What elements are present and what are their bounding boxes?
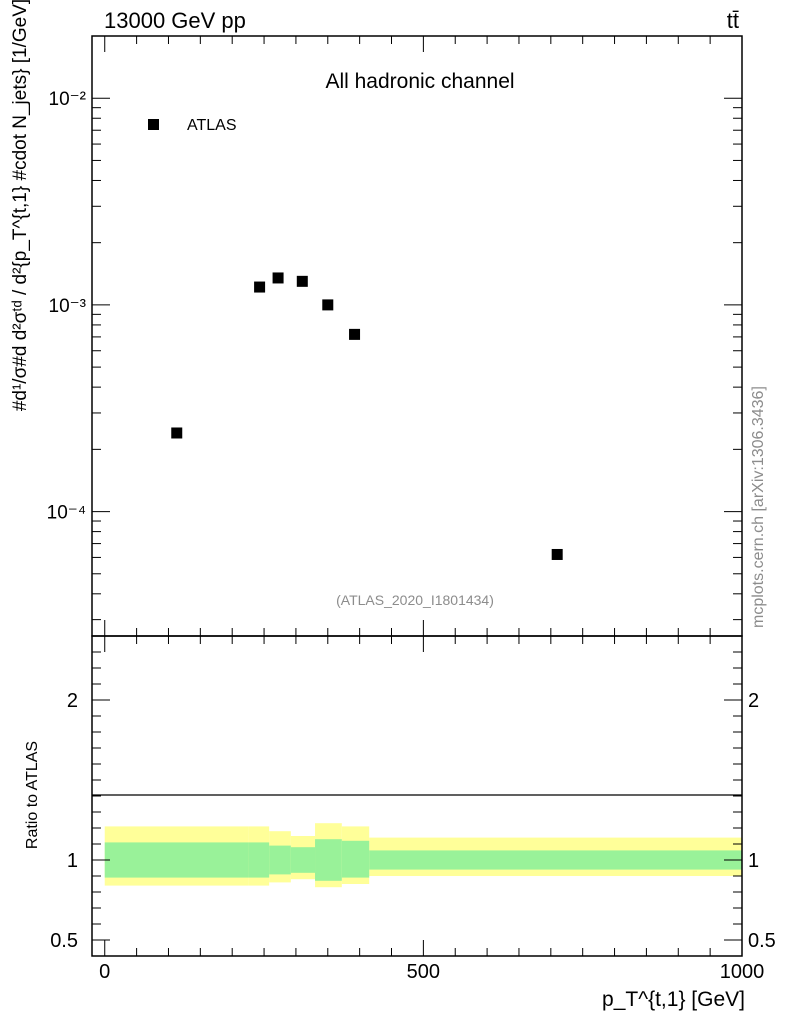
inner-uncertainty-band (248, 842, 270, 878)
y-tick-label: 10⁻⁴ (47, 503, 86, 524)
side-label: mcplots.cern.ch [arXiv:1306.3436] (750, 386, 767, 628)
ratio-plot-frame (91, 635, 743, 957)
inner-uncertainty-band (269, 845, 291, 875)
inner-uncertainty-band (341, 840, 370, 878)
inner-uncertainty-band (369, 850, 742, 870)
ratio-y-tick-label-right: 1 (748, 850, 759, 872)
legend: ATLAS (148, 117, 237, 134)
data-point (322, 299, 334, 311)
inner-uncertainty-band (290, 847, 316, 873)
data-point (254, 281, 266, 293)
data-points (171, 272, 563, 560)
main-panel: 10⁻⁴ 10⁻³ 10⁻² All hadronic channel (ATLAS… (10, 0, 743, 637)
y-tick-label: 10⁻² (49, 89, 87, 110)
ratio-y-tick-label-right: 0.5 (748, 930, 776, 952)
ratio-y-tick-label: 0.5 (50, 930, 78, 952)
data-point (171, 427, 183, 439)
ratio-y-tick-labels: 0.5 0.5 1 1 2 2 (50, 690, 776, 952)
ratio-bands (104, 823, 742, 888)
analysis-watermark: (ATLAS_2020_I1801434) (336, 592, 494, 608)
x-tick-label: 500 (407, 961, 440, 983)
data-point (272, 272, 284, 284)
main-y-axis-label: #d¹/σ#d d²σᵗᵈ / d²{p_T^{t,1} #cdot N_jet… (10, 0, 31, 411)
main-y-tick-labels: 10⁻⁴ 10⁻³ 10⁻² (47, 89, 86, 523)
x-tick-label: 1000 (720, 961, 765, 983)
ratio-y-tick-label: 1 (67, 850, 78, 872)
ratio-y-axis-label: Ratio to ATLAS (24, 741, 41, 849)
data-point (551, 548, 563, 560)
legend-label: ATLAS (187, 117, 237, 134)
ratio-ticks (92, 636, 743, 956)
data-point (296, 275, 308, 287)
y-tick-label: 10⁻³ (49, 296, 87, 317)
ratio-y-tick-label: 2 (67, 690, 78, 712)
legend-marker (148, 119, 159, 130)
x-tick-labels: 0 500 1000 (99, 961, 764, 983)
ratio-y-tick-label-right: 2 (748, 690, 759, 712)
process-label: tt̄ (727, 8, 739, 33)
inner-uncertainty-band (315, 839, 342, 881)
x-tick-label: 0 (99, 961, 110, 983)
x-axis-label: p_T^{t,1} [GeV] (602, 988, 745, 1011)
main-ticks (92, 35, 743, 636)
energy-label: 13000 GeV pp (104, 8, 246, 33)
ratio-panel: 0.5 0.5 1 1 2 2 0 500 1000 Ratio to ATLAS p_T^{… (24, 635, 776, 1011)
inner-uncertainty-band (104, 842, 249, 878)
main-plot-title: All hadronic channel (325, 70, 514, 93)
data-point (349, 328, 361, 340)
